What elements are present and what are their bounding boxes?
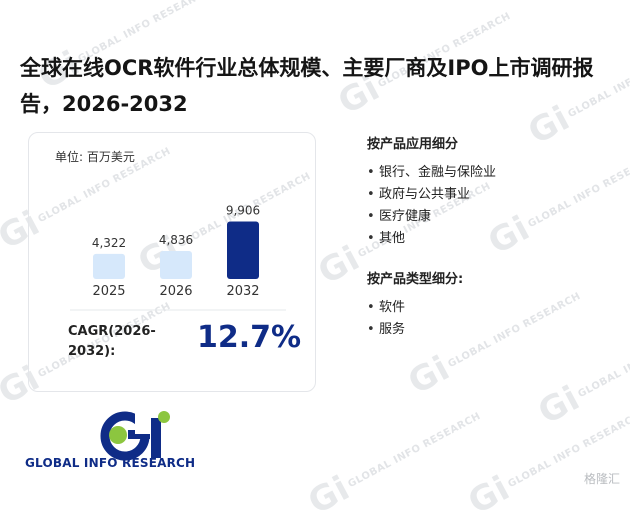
list-item: 政府与公共事业	[367, 184, 617, 206]
application-list: 银行、金融与保险业 政府与公共事业 医疗健康 其他	[367, 162, 617, 250]
data-label: 4,836	[159, 233, 193, 247]
x-tick-label: 2026	[159, 284, 192, 299]
list-item: 软件	[367, 297, 617, 319]
company-logo	[100, 411, 170, 461]
list-item: 其他	[367, 228, 617, 250]
data-label: 4,322	[92, 236, 126, 250]
chart-card	[28, 132, 316, 392]
list-item: 医疗健康	[367, 206, 617, 228]
x-tick-label: 2025	[92, 284, 125, 299]
type-list: 软件 服务	[367, 297, 617, 341]
cagr-label: CAGR(2026-2032):	[68, 324, 156, 359]
corner-badge: 格隆汇	[583, 472, 620, 486]
application-section-title: 按产品应用细分	[367, 137, 459, 152]
bar-chart: 4,322 2025 4,836 2026 9,906 2032	[70, 204, 286, 311]
unit-label: 单位: 百万美元	[55, 150, 135, 164]
list-item: 银行、金融与保险业	[367, 162, 617, 184]
data-label: 9,906	[226, 204, 260, 218]
cagr-value: 12.7%	[197, 320, 302, 355]
bar-2026	[160, 250, 192, 279]
logo-text: GLOBAL INFO RESEARCH	[25, 456, 196, 470]
type-section-title: 按产品类型细分:	[367, 272, 464, 287]
page-title: 全球在线OCR软件行业总体规模、主要厂商及IPO上市调研报告，2026-2032	[20, 56, 594, 116]
watermark: GiGLOBAL INFO RESEARCH	[461, 410, 630, 523]
bar-2025	[93, 253, 125, 279]
list-item: 服务	[367, 319, 617, 341]
x-tick-label: 2032	[226, 284, 259, 299]
bar-2032	[227, 221, 259, 279]
watermark: GiGLOBAL INFO RESEARCH	[301, 410, 483, 523]
segment-panel: 按产品应用细分 银行、金融与保险业 政府与公共事业 医疗健康 其他 按产品类型细…	[367, 133, 617, 359]
